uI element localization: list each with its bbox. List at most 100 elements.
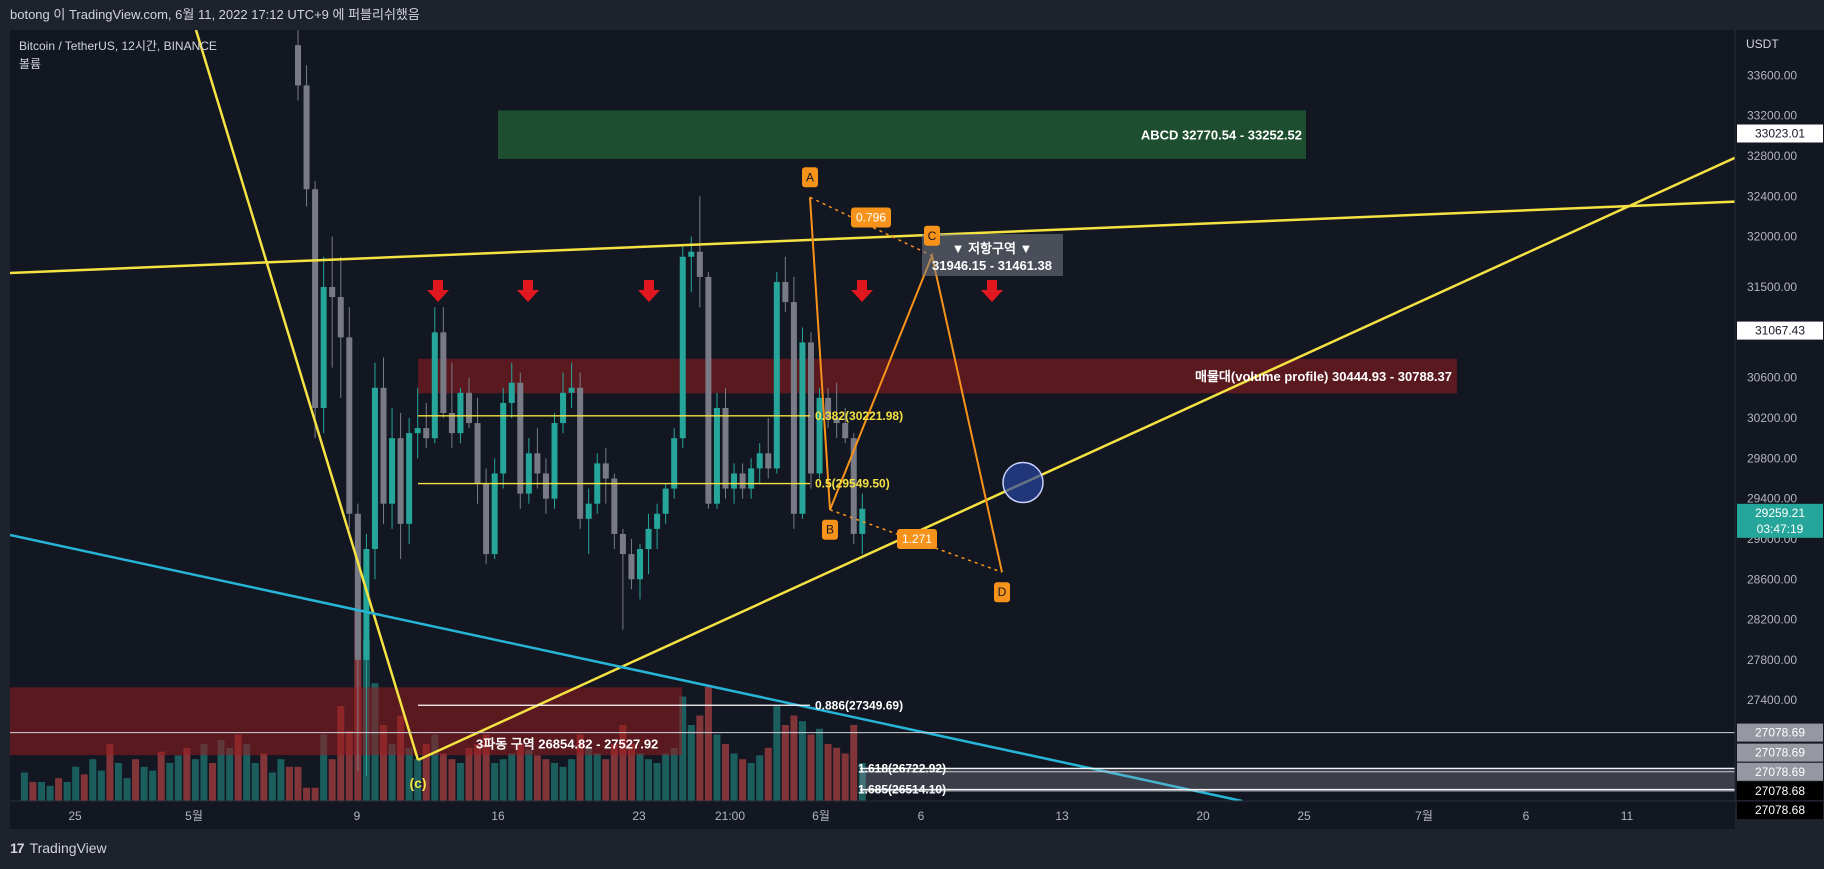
candle-body <box>397 438 404 524</box>
volume-bar <box>525 749 533 801</box>
price-axis-currency: USDT <box>1746 37 1779 51</box>
volume-bar <box>294 766 302 801</box>
price-tick-14: 27400.00 <box>1747 693 1797 707</box>
candle-body <box>389 438 396 504</box>
volume-bar <box>645 759 653 801</box>
volume-bar <box>234 734 242 801</box>
candle-body <box>457 392 464 434</box>
volume-bar <box>704 687 712 801</box>
price-tick-3: 32400.00 <box>1747 189 1797 203</box>
volume-bar <box>508 753 516 801</box>
volume-bar <box>841 753 849 801</box>
candle-body <box>859 508 866 534</box>
candle-body <box>628 554 635 580</box>
time-tick-6: 6월 <box>812 809 830 823</box>
trendline-cyan[interactable] <box>10 533 1243 801</box>
volume-bar <box>97 770 105 801</box>
price-label-6 <box>1737 781 1823 800</box>
candle-body <box>808 342 814 474</box>
volume-bar <box>790 715 798 801</box>
price-label-text: 27078.69 <box>1755 765 1805 779</box>
time-tick-12: 6 <box>1523 809 1530 823</box>
abcd-pattern[interactable] <box>809 197 1003 573</box>
zone-label-1: 매물대(volume profile) 30444.93 - 30788.37 <box>1195 369 1452 384</box>
price-tick-5: 31500.00 <box>1747 280 1797 294</box>
tradingview-brand[interactable]: 17 TradingView <box>10 840 107 856</box>
zone-2[interactable] <box>10 687 682 756</box>
candle-body <box>508 382 515 403</box>
highlight-circle[interactable] <box>1002 461 1044 504</box>
pattern-point-a[interactable] <box>802 167 818 188</box>
candles <box>295 30 866 776</box>
publish-line: botong 이 TradingView.com, 6월 11, 2022 17… <box>10 7 420 22</box>
candle-body <box>731 473 738 489</box>
candle-body <box>491 473 498 555</box>
candle-body <box>679 256 686 439</box>
candle-body <box>303 85 310 190</box>
price-label-text: 29259.21 <box>1755 506 1805 520</box>
trendline-support[interactable] <box>417 117 1824 762</box>
fib-label-1: 0.5(29549.50) <box>815 477 890 491</box>
fib-label-0: 0.382(30221.98) <box>815 409 903 423</box>
trendline-drop[interactable] <box>194 30 420 761</box>
time-tick-3: 16 <box>491 809 505 823</box>
candle-body <box>645 528 652 550</box>
price-label-text: 27078.68 <box>1755 803 1805 817</box>
price-tick-4: 32000.00 <box>1747 230 1797 244</box>
price-axis[interactable] <box>1735 30 1824 801</box>
candle-body <box>406 433 413 524</box>
pattern-point-d[interactable] <box>994 582 1010 603</box>
candle-body <box>799 342 806 514</box>
trendline-upper[interactable] <box>10 198 1824 275</box>
pattern-point-c[interactable] <box>924 225 940 246</box>
legend-volume-label: 볼륨 <box>19 57 41 71</box>
red-arrow-icon <box>427 280 449 302</box>
candle-body <box>722 407 729 489</box>
price-tick-9: 29400.00 <box>1747 492 1797 506</box>
zone-0[interactable] <box>498 110 1306 159</box>
candle-body <box>671 438 678 489</box>
publish-header: botong 이 TradingView.com, 6월 11, 2022 17… <box>0 0 1824 30</box>
volume-bar <box>653 763 661 801</box>
pattern-point-b[interactable] <box>822 519 838 540</box>
price-tick-13: 27800.00 <box>1747 653 1797 667</box>
price-label-5 <box>1737 762 1823 781</box>
red-arrow-icon <box>981 280 1003 302</box>
volume-bar <box>448 759 456 801</box>
candle-body <box>534 453 541 474</box>
candle-body <box>483 483 490 555</box>
ratio-line-ac <box>809 196 933 257</box>
volume-bar <box>191 759 199 801</box>
resistance-box[interactable] <box>922 234 1063 276</box>
volume-bar <box>285 766 293 801</box>
price-tick-12: 28200.00 <box>1747 613 1797 627</box>
volume-bar <box>491 763 499 801</box>
volume-bar <box>627 744 635 801</box>
volume-bar <box>764 747 772 801</box>
volume-bar <box>303 787 311 801</box>
candle-body <box>440 332 447 413</box>
volume-bar <box>80 774 88 801</box>
price-tick-1: 33200.00 <box>1747 109 1797 123</box>
candle-body <box>765 453 772 469</box>
volume-bar <box>55 778 63 801</box>
volume-bar <box>568 759 576 801</box>
zone-label-0: ABCD 32770.54 - 33252.52 <box>1141 128 1302 143</box>
volume-bar <box>756 755 764 801</box>
volume-bar <box>696 715 704 801</box>
ratio-label: 1.271 <box>902 532 932 546</box>
time-tick-8: 13 <box>1055 809 1069 823</box>
price-label-4 <box>1737 743 1823 762</box>
volume-bar <box>559 766 567 801</box>
volume-bar <box>209 763 216 801</box>
wave-label: (c) <box>409 775 426 791</box>
time-axis[interactable] <box>10 801 1735 829</box>
candle-body <box>850 438 857 534</box>
volume-bar <box>397 715 405 801</box>
volume-bar <box>619 725 627 801</box>
ratio-badge-1 <box>897 528 937 549</box>
volume-bar <box>670 747 678 801</box>
volume-bar <box>798 721 806 801</box>
